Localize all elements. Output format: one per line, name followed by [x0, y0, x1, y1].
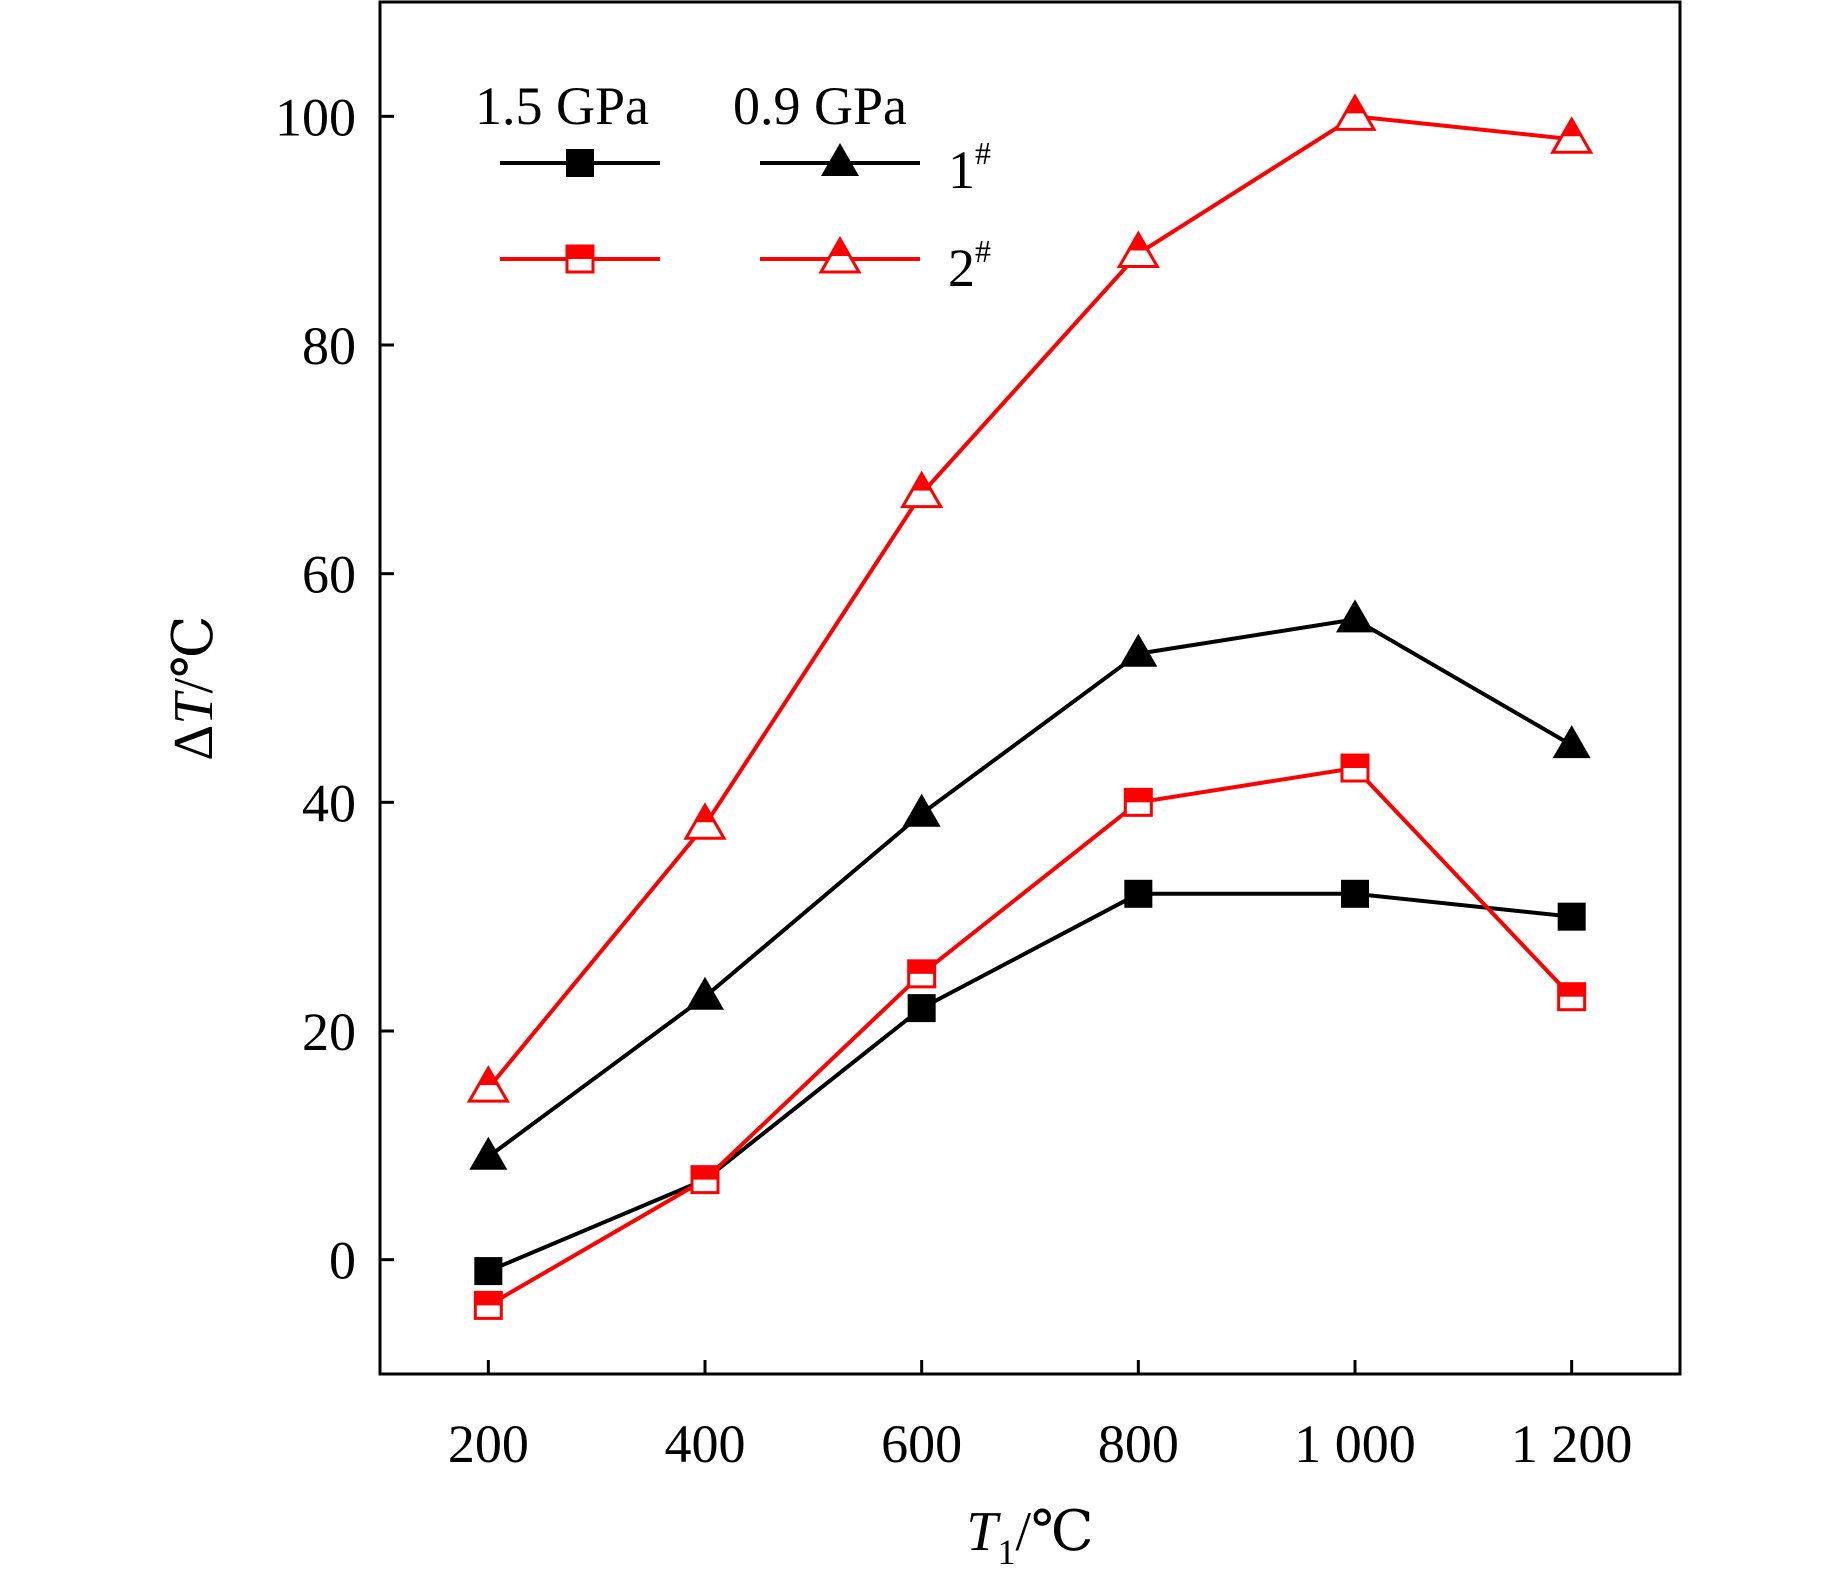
legend: 1.5 GPa 0.9 GPa 1# 2# — [475, 76, 991, 298]
series-2-09-gpa-point-800 — [1116, 230, 1160, 269]
series-1-15-gpa-point-800 — [1124, 879, 1153, 908]
y-tick-label-100: 100 — [275, 87, 356, 147]
x-tick-label-1000: 1 000 — [1294, 1414, 1416, 1474]
series-2-09-gpa-point-200 — [466, 1065, 510, 1103]
series-1-15-gpa-point-1000 — [1341, 879, 1369, 908]
legend-swatch-2-15-gpa-marker — [565, 244, 595, 274]
legend-swatch-1-09-gpa — [760, 143, 920, 176]
y-axis: 0 20 40 60 80 100 — [275, 87, 394, 1291]
y-tick-label-80: 80 — [302, 316, 356, 376]
series-2-15-gpa-point-1200 — [1557, 982, 1587, 1012]
series-1-09-gpa-point-800 — [1119, 633, 1158, 667]
x-tick-label-600: 600 — [881, 1414, 962, 1474]
series-2-09-gpa-line — [486, 114, 1572, 1090]
series-2-15-gpa-point-400 — [690, 1165, 720, 1195]
series-2-09-gpa-point-1000 — [1333, 93, 1377, 131]
series-1-09-gpa-line — [487, 617, 1573, 1159]
legend-swatches — [500, 143, 920, 274]
legend-header-0-9-gpa: 0.9 GPa — [733, 76, 907, 136]
series-1-09-gpa-point-1000 — [1336, 599, 1374, 633]
series-2-09-gpa-point-1200 — [1550, 116, 1594, 154]
series-1-15-gpa-line — [487, 891, 1572, 1273]
series-2-15-gpa-point-600 — [907, 959, 937, 989]
plot-frame — [378, 0, 1682, 1376]
series-layer — [466, 93, 1594, 1320]
series-2-15-gpa-point-200 — [473, 1290, 503, 1320]
series-1-09-gpa-point-400 — [686, 976, 724, 1010]
series-2-15-gpa-line — [487, 766, 1574, 1308]
series-2-15-gpa-point-1000 — [1340, 753, 1370, 783]
legend-swatch-1-15-gpa — [500, 149, 660, 177]
legend-swatch-2-09-gpa — [760, 235, 920, 274]
series-1-09-gpa-point-600 — [902, 793, 941, 827]
y-axis-title: ΔT/℃ — [163, 615, 225, 760]
y-tick-label-20: 20 — [302, 1002, 356, 1062]
series-2-15-gpa-point-800 — [1123, 787, 1153, 817]
legend-swatch-1-15-gpa-marker — [566, 149, 594, 177]
legend-swatch-1-09-gpa-marker — [821, 143, 859, 176]
x-axis-title: T1/℃ — [966, 1501, 1093, 1572]
legend-label-sample-1: 1# — [948, 135, 991, 200]
x-tick-label-1200: 1 200 — [1511, 1414, 1633, 1474]
legend-swatch-2-15-gpa — [500, 244, 660, 274]
series-2-09-gpa-point-400 — [683, 802, 727, 840]
legend-swatch-2-09-gpa-marker — [818, 235, 862, 274]
y-tick-label-60: 60 — [302, 545, 356, 605]
y-tick-label-40: 40 — [302, 773, 356, 833]
legend-label-sample-2: 2# — [948, 233, 991, 298]
x-axis: 200 400 600 800 1 000 1 200 — [448, 1360, 1633, 1474]
y-tick-label-0: 0 — [329, 1231, 356, 1291]
series-1-15-gpa-point-600 — [907, 994, 936, 1023]
series-1-15-gpa-point-1200 — [1557, 902, 1586, 931]
series-2-09-gpa-point-600 — [900, 470, 944, 509]
x-tick-label-800: 800 — [1098, 1414, 1179, 1474]
series-1-15-gpa-point-200 — [474, 1257, 503, 1286]
series-1-09-gpa-point-200 — [469, 1136, 508, 1170]
series-1-09-gpa-point-1200 — [1552, 725, 1591, 759]
x-tick-label-200: 200 — [448, 1414, 529, 1474]
x-tick-label-400: 400 — [665, 1414, 746, 1474]
legend-header-1-5-gpa: 1.5 GPa — [475, 76, 649, 136]
